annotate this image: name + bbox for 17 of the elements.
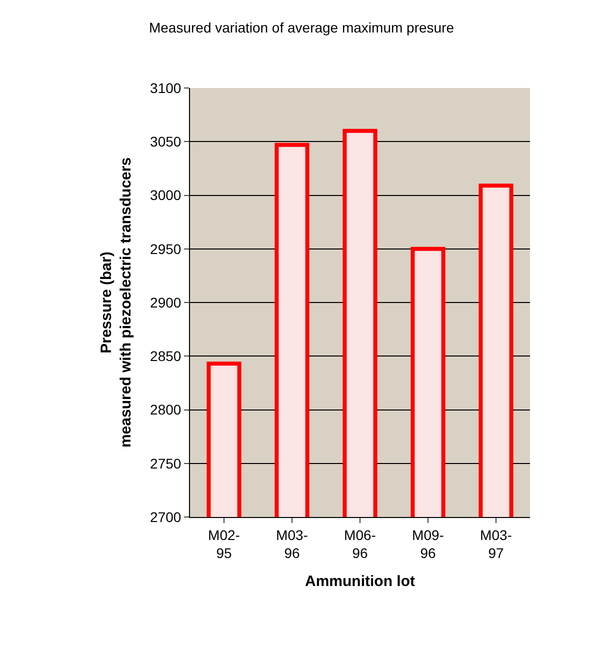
y-tick-label: 2850	[150, 348, 182, 364]
x-tick-label: M03-97	[480, 526, 512, 561]
x-tick-label: M09-96	[412, 526, 444, 561]
x-tick-label: M02-95	[208, 526, 240, 561]
chart-title: Measured variation of average maximum presure	[148, 20, 454, 36]
y-axis-title: Pressure (bar) measured with piezoelectric transducers	[98, 157, 134, 448]
y-tick-label: 3050	[150, 134, 182, 150]
y-tick-label: 3100	[150, 80, 182, 96]
x-tick-label: M03-96	[276, 526, 308, 561]
y-tick-label: 2950	[150, 240, 182, 257]
y-tick-label: 2800	[150, 402, 182, 418]
y-tick-label: 2750	[150, 455, 182, 472]
y-tick-label: 2700	[150, 508, 182, 525]
y-tick-label: 2900	[150, 294, 182, 310]
y-tick-label: 3000	[150, 187, 182, 204]
x-tick-label: M06-96	[344, 526, 376, 561]
x-axis-title: Ammunition lot	[305, 573, 415, 590]
